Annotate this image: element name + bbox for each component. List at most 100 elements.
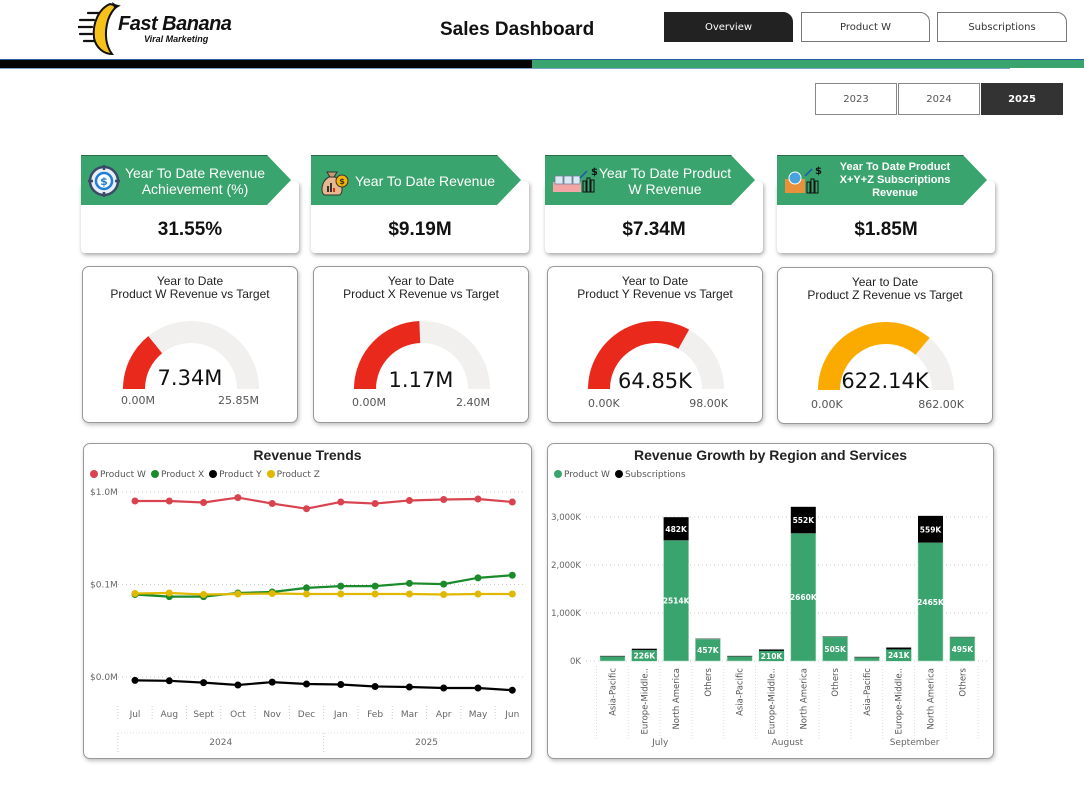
x-category-label: Asia-Pacific	[863, 668, 873, 716]
series-line-product-w	[135, 496, 513, 510]
year-2023-button[interactable]: 2023	[815, 83, 897, 115]
kpi-label: Year To Date Product X+Y+Z Subscriptions…	[839, 161, 951, 199]
header-band-green	[532, 59, 1084, 68]
x-tick-label: May	[469, 710, 488, 720]
bar-product-w	[663, 540, 689, 662]
legend-dot	[150, 470, 159, 478]
data-point	[440, 495, 448, 503]
data-point	[508, 686, 516, 694]
gauge-value: 1.17M	[388, 368, 454, 392]
data-point	[165, 497, 173, 505]
gauge-min: 0.00M	[121, 394, 155, 407]
bar-value-label: 552K	[793, 516, 816, 525]
legend-item-product-y[interactable]: Product Y	[209, 470, 262, 480]
gauge-title-line2: Product W Revenue vs Target	[110, 287, 270, 301]
chart-title: Revenue Trends	[253, 447, 362, 463]
svg-text:$: $	[339, 177, 345, 186]
x-group-label: August	[772, 738, 804, 748]
gauge-product-z	[818, 322, 954, 390]
chart-legend: Product W Product X Product Y Product Z	[90, 470, 320, 480]
gauge-fill	[354, 321, 421, 389]
revenue-trends-card: Revenue Trends Product W Product X Produ…	[83, 443, 532, 759]
gauge-min: 0.00K	[588, 397, 620, 410]
data-point	[440, 684, 448, 692]
data-point	[371, 500, 379, 508]
bar-label-bg	[886, 649, 912, 661]
legend-item-product-x[interactable]: Product X	[150, 470, 204, 480]
y-tick-label: $0.0M	[90, 673, 118, 683]
logo-subtitle: Viral Marketing	[144, 34, 209, 44]
gauge-product-y	[588, 321, 724, 389]
x-category-label: North America	[672, 668, 682, 730]
target-dollar-icon: $	[87, 164, 121, 198]
bar-value-label: 241K	[888, 651, 911, 660]
legend-label: Subscriptions	[624, 470, 686, 480]
data-point	[303, 680, 310, 688]
data-point	[200, 590, 208, 598]
data-point	[337, 680, 345, 688]
kpi-banner: $ Year To Date Product W Revenue	[545, 155, 755, 205]
chart-legend: Product W Subscriptions	[554, 470, 686, 480]
legend-label: Product Z	[276, 470, 320, 480]
tab-product-w[interactable]: Product W	[801, 12, 930, 42]
gauge-title-line1: Year to Date	[621, 274, 689, 288]
series-line-product-y	[134, 679, 513, 692]
y-tick-label: 2,000K	[551, 561, 581, 571]
tab-subscriptions[interactable]: Subscriptions	[937, 12, 1067, 42]
gauge-title: Year to Date Product Z Revenue vs Target	[778, 276, 992, 302]
series-line-product-x	[134, 574, 513, 598]
data-point	[405, 590, 413, 598]
x-tick-label: Sept	[193, 710, 214, 720]
legend-dot	[266, 470, 275, 478]
revenue-growth-plot: 0K 1,000K 2,000K 3,000K Asia-Pacific 226K Euro…	[551, 506, 988, 748]
kpi-card-product-w-revenue: $ Year To Date Product W Revenue $7.34M	[545, 155, 763, 253]
x-category-label: Europe-Middle..	[640, 668, 650, 734]
kpi-value: $1.85M	[854, 219, 918, 240]
legend-item-product-w[interactable]: Product W	[554, 470, 610, 480]
data-point	[405, 496, 413, 504]
x-group-label: 2024	[209, 738, 232, 748]
data-point	[371, 582, 379, 590]
data-point	[337, 590, 345, 598]
x-group-label: July	[651, 738, 669, 748]
gauge-card-product-z: Year to Date Product Z Revenue vs Target …	[777, 267, 993, 424]
y-tick-label: $0.1M	[90, 581, 118, 591]
legend-item-product-z[interactable]: Product Z	[266, 470, 320, 480]
legend-dot	[614, 470, 623, 478]
gauge-title: Year to Date Product X Revenue vs Target	[314, 275, 528, 301]
data-point	[440, 580, 448, 588]
kpi-label: Year To Date Revenue	[354, 172, 496, 189]
gauge-max: 98.00K	[689, 397, 728, 410]
bar-product-w	[790, 533, 817, 662]
x-tick-label: Nov	[263, 710, 281, 720]
data-point	[508, 590, 516, 598]
data-point	[508, 571, 516, 579]
bar-value-label: 210K	[761, 652, 784, 661]
legend-item-subscriptions[interactable]: Subscriptions	[614, 470, 686, 480]
svg-text:$: $	[100, 175, 108, 188]
chart-title: Revenue Growth by Region and Services	[633, 447, 908, 463]
year-2024-button[interactable]: 2024	[898, 83, 980, 115]
data-point	[268, 678, 276, 686]
gauge-value: 64.85K	[618, 369, 692, 393]
gauge-min: 0.00M	[352, 396, 386, 409]
tab-overview[interactable]: Overview	[664, 12, 793, 42]
year-2025-button[interactable]: 2025	[981, 83, 1063, 115]
x-category-label: Europe-Middle..	[768, 668, 778, 734]
revenue-growth-card: Revenue Growth by Region and Services Pr…	[547, 443, 994, 759]
kpi-value: 31.55%	[157, 219, 223, 240]
gauge-track	[123, 321, 259, 389]
data-point	[165, 589, 173, 597]
x-tick-label: Mar	[401, 710, 418, 720]
kpi-banner: $ Year To Date Revenue Achievement (%)	[81, 155, 291, 205]
data-point	[508, 498, 516, 506]
legend-item-product-w[interactable]: Product W	[90, 470, 146, 480]
bar-value-label: 457K	[697, 646, 720, 655]
data-point	[371, 682, 379, 690]
gauge-title: Year to Date Product Y Revenue vs Target	[548, 275, 762, 301]
data-point	[474, 574, 482, 582]
data-point	[234, 494, 242, 502]
bar-value-label: 2465K	[917, 598, 945, 607]
data-point	[165, 677, 173, 685]
data-point	[131, 676, 139, 684]
